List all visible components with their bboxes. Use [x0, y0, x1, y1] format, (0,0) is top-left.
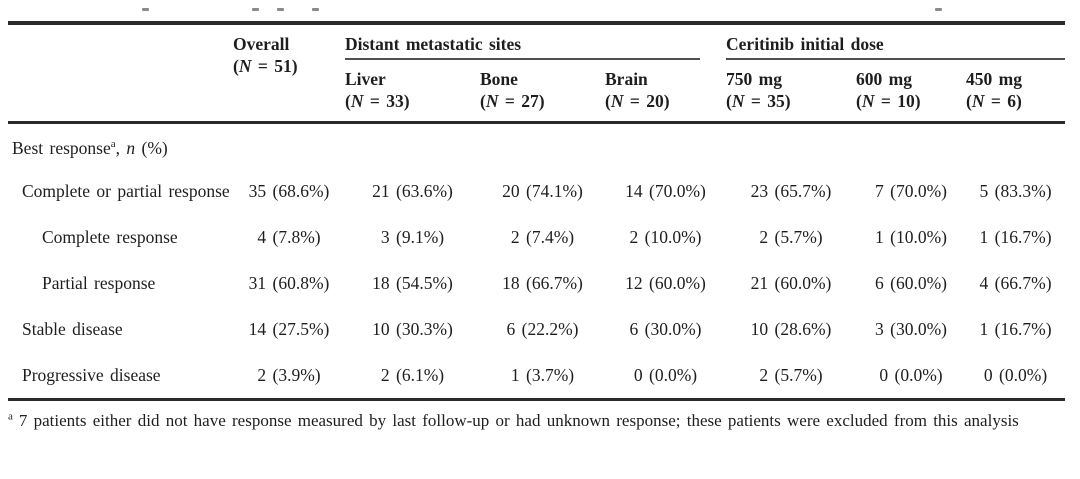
data-cell: 2 (3.9%) — [257, 365, 321, 385]
group-header-ceritinib-initial-dose: Ceritinib initial dose — [726, 23, 1066, 60]
column-header-overall: Overall (N = 51) — [233, 23, 345, 123]
data-cell: 14 (70.0%) — [625, 181, 706, 201]
data-cell: 14 (27.5%) — [248, 319, 330, 339]
data-cell: 1 (16.7%) — [979, 319, 1052, 339]
data-cell: 18 (54.5%) — [372, 273, 453, 293]
data-cell: 21 (60.0%) — [750, 273, 832, 293]
data-cell: 2 (5.7%) — [759, 227, 823, 247]
data-cell: 0 (0.0%) — [983, 365, 1048, 385]
data-cell: 7 (70.0%) — [875, 181, 948, 201]
data-cell: 23 (65.7%) — [750, 181, 832, 201]
data-cell: 3 (30.0%) — [875, 319, 948, 339]
table-row: Progressive disease 2 (3.9%) 2 (6.1%) 1 … — [8, 352, 1065, 400]
footnote-marker: a — [8, 410, 13, 423]
group-header-row: Overall (N = 51) Distant metastatic site… — [8, 23, 1066, 76]
cropped-text-artifact — [935, 8, 942, 11]
table-header: Overall (N = 51) Distant metastatic site… — [8, 23, 1066, 123]
data-cell: 12 (60.0%) — [625, 273, 706, 293]
footnote-marker: a — [110, 138, 116, 151]
data-cell: 21 (63.6%) — [372, 181, 453, 201]
data-cell: 35 (68.6%) — [248, 181, 330, 201]
data-cell: 3 (9.1%) — [380, 227, 445, 247]
column-header-row: Liver (N = 33) Bone (N = 27) Brain (N = … — [8, 60, 1065, 123]
data-cell: 0 (0.0%) — [879, 365, 943, 385]
data-cell: 4 (66.7%) — [979, 273, 1052, 293]
data-cell: 1 (3.7%) — [510, 365, 575, 385]
data-cell: 2 (5.7%) — [759, 365, 823, 385]
cropped-text-artifact — [312, 8, 319, 11]
table-body: Best responsea, n (%) Complete or partia… — [8, 123, 1066, 400]
data-cell: 6 (60.0%) — [875, 273, 948, 293]
overall-n: (N = 51) — [233, 56, 298, 76]
data-cell: 6 (22.2%) — [506, 319, 579, 339]
section-header-best-response: Best responsea, n (%) — [12, 138, 168, 158]
data-cell: 2 (6.1%) — [380, 365, 445, 385]
overall-label: Overall — [233, 34, 290, 54]
data-cell: 31 (60.8%) — [248, 273, 330, 293]
data-cell: 20 (74.1%) — [502, 181, 583, 201]
table-row: Stable disease 14 (27.5%) 10 (30.3%) 6 (… — [8, 306, 1065, 352]
data-cell: 10 (30.3%) — [372, 319, 453, 339]
data-cell: 18 (66.7%) — [502, 273, 583, 293]
table-footnote: a 7 patients either did not have response… — [8, 408, 1066, 433]
cropped-text-artifact — [252, 8, 259, 11]
row-label: Complete or partial response — [22, 181, 230, 201]
row-label: Complete response — [42, 227, 178, 247]
column-header-750mg: 750 mg (N = 35) — [726, 69, 791, 111]
cropped-text-artifact — [277, 8, 284, 11]
data-cell: 0 (0.0%) — [633, 365, 698, 385]
table-row: Complete or partial response 35 (68.6%) … — [8, 168, 1065, 214]
column-header-liver: Liver (N = 33) — [345, 69, 410, 111]
group-underline — [726, 58, 1066, 60]
group-header-distant-metastatic-sites: Distant metastatic sites — [345, 23, 726, 60]
data-cell: 10 (28.6%) — [750, 319, 832, 339]
row-label: Stable disease — [22, 319, 123, 339]
column-header-600mg: 600 mg (N = 10) — [856, 69, 921, 111]
data-cell: 2 (10.0%) — [629, 227, 702, 247]
section-header-row: Best responsea, n (%) — [8, 123, 1065, 169]
row-label-column-header — [8, 23, 233, 123]
row-label: Progressive disease — [22, 365, 161, 385]
column-header-bone: Bone (N = 27) — [480, 69, 545, 111]
data-cell: 6 (30.0%) — [629, 319, 702, 339]
data-cell: 5 (83.3%) — [979, 181, 1052, 201]
cropped-text-artifact — [142, 8, 149, 11]
footnote-text: 7 patients either did not have response … — [18, 411, 1019, 430]
table-row: Partial response 31 (60.8%) 18 (54.5%) 1… — [8, 260, 1065, 306]
best-response-table: Overall (N = 51) Distant metastatic site… — [8, 21, 1066, 401]
group-underline — [345, 58, 701, 60]
row-label: Partial response — [42, 273, 156, 293]
column-header-brain: Brain (N = 20) — [605, 69, 670, 111]
data-cell: 4 (7.8%) — [257, 227, 321, 247]
table-row: Complete response 4 (7.8%) 3 (9.1%) 2 (7… — [8, 214, 1065, 260]
data-cell: 2 (7.4%) — [510, 227, 575, 247]
data-cell: 1 (10.0%) — [875, 227, 948, 247]
column-header-450mg: 450 mg (N = 6) — [966, 69, 1022, 111]
data-cell: 1 (16.7%) — [979, 227, 1052, 247]
